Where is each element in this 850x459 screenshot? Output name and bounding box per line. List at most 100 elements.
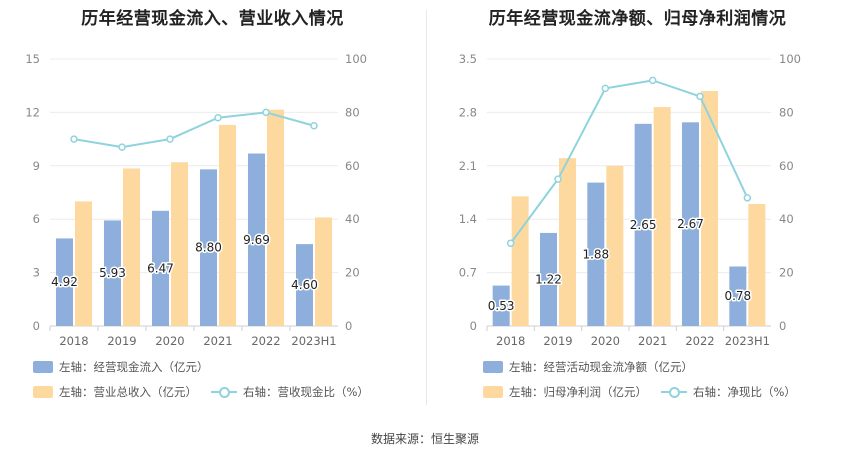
bar-bar-series-2 [315, 217, 332, 326]
bar-bar-series-1 [492, 285, 510, 326]
bar-bar-series-2 [606, 165, 624, 326]
x-tick-label: 2022 [685, 334, 714, 348]
legend-label-ratio[interactable]: 右轴：营收现金比（%） [243, 385, 369, 399]
bar-bar-series-2 [559, 158, 576, 326]
y-left-tick-label: 9 [33, 159, 40, 173]
bar-bar-series-1 [152, 210, 169, 326]
bar-bar-series-2 [653, 107, 671, 326]
bar-bar-series-1 [729, 266, 747, 326]
data-label: 5.93 [99, 266, 126, 280]
data-label: 1.22 [535, 272, 562, 286]
legend-row-2: 左轴：营业总收入（亿元） 右轴：营收现金比（%） [33, 384, 369, 400]
legend-swatch-yellow [483, 386, 503, 398]
bar-bar-series-1 [296, 244, 313, 326]
x-tick-label: 2019 [107, 334, 136, 348]
data-label: 6.47 [147, 261, 174, 275]
bar-bar-series-1 [540, 232, 557, 326]
bar-bar-series-2 [219, 124, 236, 326]
data-source: 数据来源：恒生聚源 [370, 432, 479, 446]
data-label: 9.69 [243, 233, 270, 247]
legend-label-profit[interactable]: 左轴：归母净利润（亿元） [509, 385, 647, 399]
y-right-tick-label: 0 [779, 319, 786, 333]
y-left-tick-label: 3 [33, 266, 40, 280]
ratio-point [262, 108, 270, 117]
bar-bar-series-2 [267, 109, 284, 326]
legend-swatch-yellow [33, 386, 53, 398]
legend-row-2: 左轴：归母净利润（亿元） 右轴：净现比（%） [483, 384, 796, 400]
ratio-line [73, 111, 315, 149]
chart-plot-net-cash: 0 0.7 1.4 2.1 2.8 3.5 0 20 40 60 80 100 2018 2019 2020… [459, 52, 801, 348]
bar-bar-series-2 [511, 196, 529, 326]
ratio-point [70, 135, 78, 143]
y-left-tick-label: 12 [25, 105, 40, 119]
ratio-point [310, 122, 318, 130]
ratio-point [118, 143, 126, 151]
ratio-point [554, 175, 562, 183]
y-left-tick-label: 0.7 [459, 266, 477, 280]
ratio-point [214, 113, 222, 122]
ratio-point [743, 194, 752, 202]
ratio-line [509, 79, 749, 244]
y-right-tick-label: 60 [779, 159, 794, 173]
bar-bar-series-1 [248, 153, 265, 326]
bar-bar-series-2 [748, 203, 766, 326]
y-right-tick-label: 100 [779, 52, 801, 66]
legend-label-ratio[interactable]: 右轴：净现比（%） [693, 385, 796, 399]
data-label: 1.88 [582, 247, 609, 261]
legend-swatch-blue [483, 361, 503, 373]
ratio-point [166, 135, 174, 143]
y-right-tick-label: 20 [779, 266, 794, 280]
data-label: 4.92 [51, 275, 78, 289]
bar-bar-series-2 [123, 168, 140, 326]
y-left-tick-label: 2.1 [459, 159, 477, 173]
bar-bar-series-1 [634, 123, 652, 326]
data-label: 0.53 [488, 299, 515, 313]
y-right-tick-label: 80 [345, 105, 360, 119]
y-right-tick-label: 40 [345, 212, 360, 226]
y-right-tick-label: 80 [779, 105, 794, 119]
ratio-point [601, 84, 610, 93]
panel-divider [426, 10, 427, 405]
x-tick-label: 2020 [591, 334, 620, 348]
x-tick-label: 2021 [638, 334, 667, 348]
bar-bar-series-1 [200, 169, 217, 326]
legend-label-revenue[interactable]: 左轴：营业总收入（亿元） [59, 385, 197, 399]
bar-bar-series-1 [56, 238, 73, 326]
x-tick-label: 2022 [251, 334, 280, 348]
bar-bar-series-2 [171, 162, 188, 326]
y-left-tick-label: 1.4 [459, 212, 477, 226]
legend-item-cash-inflow[interactable]: 左轴：经营现金流入（亿元） [33, 359, 209, 375]
x-tick-label: 2021 [203, 334, 232, 348]
bar-bar-series-1 [682, 122, 699, 327]
y-left-tick-label: 3.5 [459, 52, 477, 66]
ratio-point [648, 76, 657, 85]
legend-line-marker-icon [661, 386, 687, 398]
data-label: 2.65 [630, 218, 657, 232]
y-left-tick-label: 15 [25, 52, 40, 66]
chart-panel-cash-inflow: 历年经营现金流入、营业收入情况 0 3 6 9 12 15 0 20 40 60 80 100 2018… [0, 0, 425, 420]
y-right-tick-label: 100 [345, 52, 367, 66]
bar-bar-series-2 [701, 91, 718, 326]
legend-label: 左轴：经营活动现金流净额（亿元） [509, 360, 693, 374]
x-tick-label: 2023H1 [725, 334, 770, 348]
data-label: 8.80 [195, 241, 222, 255]
y-right-tick-label: 0 [345, 319, 352, 333]
chart-title: 历年经营现金流净额、归母净利润情况 [488, 9, 787, 29]
y-left-tick-label: 6 [33, 212, 40, 226]
y-right-tick-label: 40 [779, 212, 794, 226]
ratio-point [696, 92, 704, 101]
data-label: 0.78 [724, 289, 751, 303]
legend-item-net-cash[interactable]: 左轴：经营活动现金流净额（亿元） [483, 359, 693, 375]
chart-plot-cash-inflow: 0 3 6 9 12 15 0 20 40 60 80 100 2018 2019 2020 2021 2022… [25, 52, 367, 348]
y-right-tick-label: 60 [345, 159, 360, 173]
bar-bar-series-1 [587, 182, 605, 326]
y-left-tick-label: 2.8 [459, 105, 477, 119]
x-tick-label: 2018 [496, 334, 525, 348]
data-label: 2.67 [677, 217, 704, 231]
x-tick-label: 2023H1 [291, 334, 336, 348]
x-tick-label: 2020 [155, 334, 184, 348]
y-left-tick-label: 0 [33, 319, 40, 333]
legend-label: 左轴：经营现金流入（亿元） [59, 360, 209, 374]
bar-bar-series-1 [104, 220, 121, 326]
legend-line-marker-icon [211, 386, 237, 398]
